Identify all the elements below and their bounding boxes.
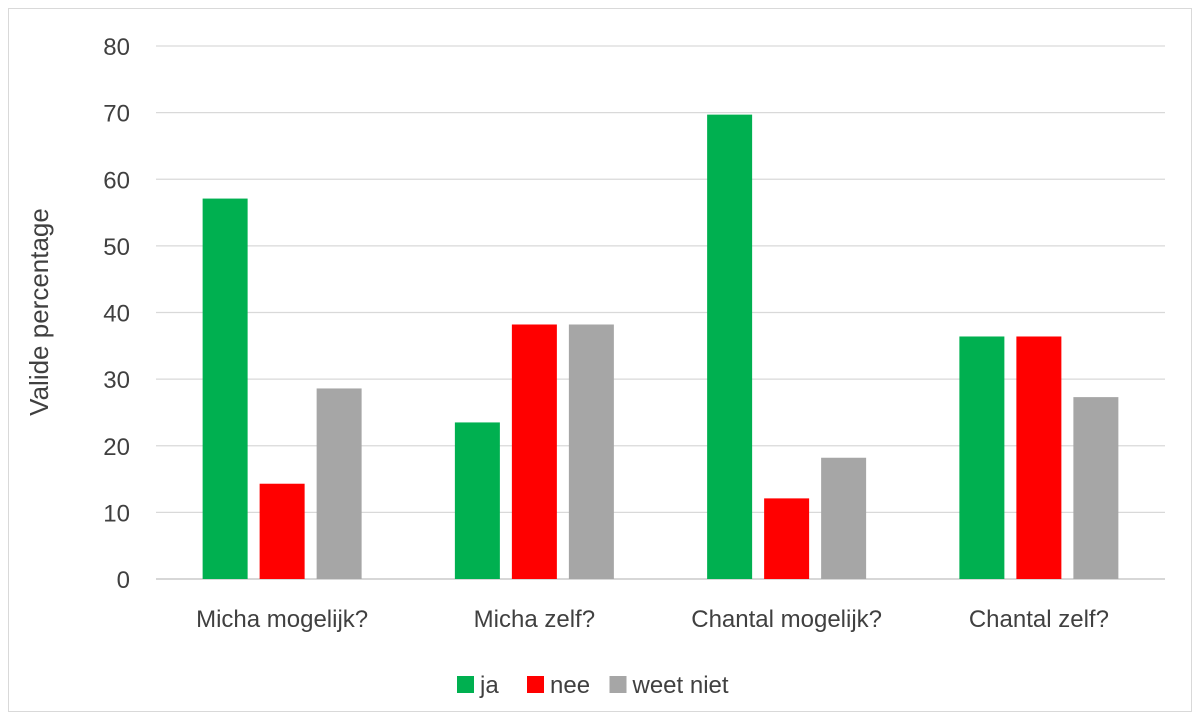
legend-label: weet niet <box>632 672 729 699</box>
legend-label: ja <box>479 672 499 699</box>
bar-weet-niet-0 <box>316 388 362 579</box>
legend-swatch <box>527 676 544 693</box>
y-tick-label: 70 <box>103 101 130 128</box>
legend: ja nee weet niet <box>457 672 729 699</box>
y-axis-label: Valide percentage <box>24 208 54 416</box>
y-tick-label: 50 <box>103 234 130 261</box>
bar-ja-3 <box>959 336 1005 579</box>
bar-weet-niet-1 <box>568 324 614 579</box>
gridlines <box>156 45 1165 580</box>
bar-ja-2 <box>707 114 753 579</box>
x-axis-ticks: Micha mogelijk? Micha zelf? Chantal mogeli… <box>196 606 1109 633</box>
legend-swatch <box>609 676 627 693</box>
x-tick-label: Micha mogelijk? <box>196 606 368 633</box>
y-tick-label: 20 <box>103 434 130 461</box>
y-tick-label: 60 <box>103 167 130 194</box>
bar-nee-2 <box>764 498 810 579</box>
legend-swatch <box>457 676 474 693</box>
bar-nee-3 <box>1016 336 1062 579</box>
x-tick-label: Micha zelf? <box>474 606 595 633</box>
y-axis-ticks: 0 10 20 30 40 50 60 70 80 <box>103 34 130 594</box>
bars <box>202 114 1119 580</box>
y-tick-label: 10 <box>103 500 130 527</box>
bar-weet-niet-3 <box>1073 397 1119 579</box>
legend-label: nee <box>550 672 590 699</box>
y-tick-label: 80 <box>103 34 130 61</box>
bar-nee-1 <box>511 324 557 579</box>
y-tick-label: 40 <box>103 301 130 328</box>
x-tick-label: Chantal zelf? <box>969 606 1109 633</box>
bar-nee-0 <box>259 483 305 579</box>
bar-weet-niet-2 <box>821 457 867 579</box>
bar-ja-0 <box>202 198 248 580</box>
y-tick-label: 30 <box>103 367 130 394</box>
bar-ja-1 <box>454 422 500 579</box>
y-tick-label: 0 <box>117 567 130 594</box>
x-tick-label: Chantal mogelijk? <box>691 606 882 633</box>
